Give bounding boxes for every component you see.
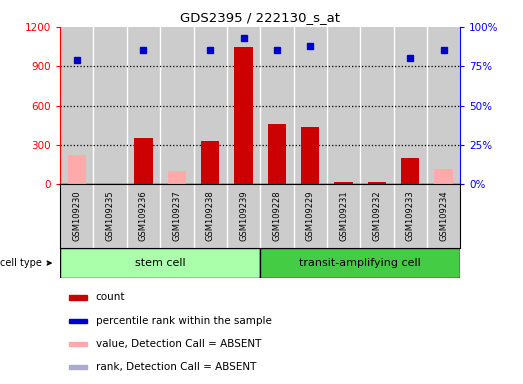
Bar bbox=[69, 319, 87, 323]
Bar bbox=[360, 184, 393, 248]
Text: GSM109230: GSM109230 bbox=[72, 191, 81, 241]
Text: rank, Detection Call = ABSENT: rank, Detection Call = ABSENT bbox=[96, 362, 256, 372]
Bar bbox=[260, 27, 293, 184]
Bar bbox=[360, 27, 393, 184]
Text: GSM109235: GSM109235 bbox=[106, 191, 115, 241]
Bar bbox=[368, 182, 386, 184]
Bar bbox=[134, 138, 153, 184]
Bar bbox=[69, 342, 87, 346]
Bar bbox=[327, 184, 360, 248]
Text: cell type: cell type bbox=[0, 258, 51, 268]
Text: percentile rank within the sample: percentile rank within the sample bbox=[96, 316, 271, 326]
Bar bbox=[435, 169, 453, 184]
Bar bbox=[427, 27, 460, 184]
Bar bbox=[60, 27, 94, 184]
Bar bbox=[293, 184, 327, 248]
Bar bbox=[201, 141, 219, 184]
Bar bbox=[301, 127, 320, 184]
Text: GSM109232: GSM109232 bbox=[372, 191, 381, 241]
Text: GSM109239: GSM109239 bbox=[239, 191, 248, 241]
Bar bbox=[127, 184, 160, 248]
Bar bbox=[194, 27, 227, 184]
Bar bbox=[60, 184, 94, 248]
Text: GSM109236: GSM109236 bbox=[139, 191, 148, 242]
Bar bbox=[401, 158, 419, 184]
Bar bbox=[227, 184, 260, 248]
Text: value, Detection Call = ABSENT: value, Detection Call = ABSENT bbox=[96, 339, 261, 349]
Bar bbox=[327, 27, 360, 184]
Bar bbox=[94, 27, 127, 184]
Text: GSM109238: GSM109238 bbox=[206, 191, 214, 242]
Bar bbox=[260, 184, 293, 248]
Bar bbox=[168, 171, 186, 184]
Bar bbox=[67, 155, 86, 184]
Bar bbox=[293, 27, 327, 184]
Text: GSM109237: GSM109237 bbox=[173, 191, 181, 242]
Bar bbox=[160, 27, 194, 184]
Text: transit-amplifying cell: transit-amplifying cell bbox=[299, 258, 421, 268]
Text: GSM109233: GSM109233 bbox=[406, 191, 415, 242]
Bar bbox=[394, 27, 427, 184]
Bar bbox=[268, 124, 286, 184]
Bar bbox=[69, 365, 87, 369]
Bar bbox=[69, 295, 87, 300]
Bar bbox=[394, 184, 427, 248]
Text: GSM109228: GSM109228 bbox=[272, 191, 281, 241]
Bar bbox=[94, 184, 127, 248]
Bar bbox=[427, 184, 460, 248]
Bar bbox=[260, 248, 460, 278]
Text: GSM109231: GSM109231 bbox=[339, 191, 348, 241]
Text: GSM109229: GSM109229 bbox=[306, 191, 315, 241]
Bar bbox=[227, 27, 260, 184]
Bar bbox=[127, 27, 160, 184]
Title: GDS2395 / 222130_s_at: GDS2395 / 222130_s_at bbox=[180, 11, 340, 24]
Bar bbox=[60, 248, 260, 278]
Bar bbox=[234, 46, 253, 184]
Text: count: count bbox=[96, 292, 125, 303]
Bar bbox=[160, 184, 194, 248]
Text: stem cell: stem cell bbox=[135, 258, 186, 268]
Bar bbox=[194, 184, 227, 248]
Bar bbox=[334, 182, 353, 184]
Text: GSM109234: GSM109234 bbox=[439, 191, 448, 241]
